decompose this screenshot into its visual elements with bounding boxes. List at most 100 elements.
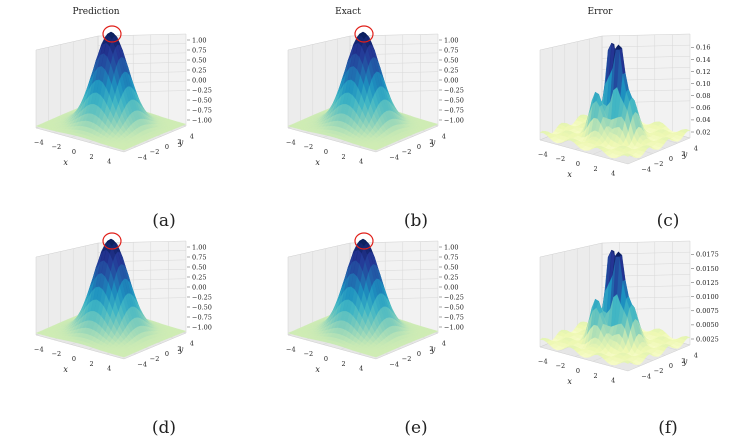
surface xyxy=(35,238,187,358)
z-tick-label: 0.75 xyxy=(444,46,458,54)
z-tick-label: 0.50 xyxy=(444,263,458,271)
x-tick-label: 2 xyxy=(90,153,94,161)
z-tick-label: 0.0025 xyxy=(696,335,719,343)
panel-c: 0.020.040.060.080.100.120.140.16−4−2024x… xyxy=(538,7,710,231)
y-tick-label: −4 xyxy=(137,360,147,368)
z-tick-label: 0.04 xyxy=(696,116,710,124)
z-tick-label: 0.25 xyxy=(444,66,458,74)
z-tick-label: −0.50 xyxy=(444,303,464,311)
x-tick-label: 0 xyxy=(576,160,580,168)
y-tick-label: 0 xyxy=(669,362,673,370)
z-tick-label: −1.00 xyxy=(192,116,212,124)
z-tick-label: −0.75 xyxy=(192,106,212,114)
y-tick-label: 0 xyxy=(669,155,673,163)
z-tick-label: −1.00 xyxy=(444,116,464,124)
x-tick-label: 4 xyxy=(359,158,363,166)
panel-b: −1.00 −0.75 −0.50 −0.25 0.00 0.25 0.50 0.75 1.00… xyxy=(286,7,464,231)
x-tick-label: 0 xyxy=(576,367,580,375)
x-tick-label: −4 xyxy=(538,357,548,365)
y-axis-label: y xyxy=(178,345,184,354)
z-tick-label: 0.25 xyxy=(192,66,206,74)
z-tick-label: 0.0075 xyxy=(696,307,719,315)
y-tick-label: 4 xyxy=(442,133,446,141)
y-tick-label: 2 xyxy=(429,345,433,353)
y-tick-label: 0 xyxy=(165,143,169,151)
x-tick-label: −4 xyxy=(538,150,548,158)
x-tick-label: 2 xyxy=(342,153,346,161)
peak-circle xyxy=(354,25,374,43)
z-tick-label: 0.75 xyxy=(192,253,206,261)
x-tick-label: 2 xyxy=(594,165,598,173)
z-tick-label: −0.25 xyxy=(192,293,212,301)
z-tick-label: 1.00 xyxy=(444,243,458,251)
z-tick-label: 0.02 xyxy=(696,128,710,136)
surface xyxy=(287,31,439,151)
peak-circle xyxy=(102,25,122,43)
z-tick-label: 0.00 xyxy=(192,76,206,84)
y-axis-label: y xyxy=(178,138,184,147)
z-tick-label: −1.00 xyxy=(444,323,464,331)
panel-title: Exact xyxy=(335,7,361,17)
peak-circle xyxy=(354,232,374,250)
panel-f: 0.0025 0.0050 0.0075 0.0100 0.0125 0.0150 0.01… xyxy=(538,240,719,437)
x-tick-label: 4 xyxy=(107,365,111,373)
z-tick-label: 0.16 xyxy=(696,44,710,52)
x-tick-label: 2 xyxy=(342,360,346,368)
y-tick-label: −4 xyxy=(389,360,399,368)
z-tick-label: 0.0125 xyxy=(696,279,719,287)
x-tick-label: 2 xyxy=(594,372,598,380)
z-tick-label: 0.06 xyxy=(696,104,710,112)
y-axis-label: y xyxy=(682,357,688,366)
panel-title: Error xyxy=(588,7,614,17)
y-tick-label: 4 xyxy=(190,133,194,141)
y-tick-label: −4 xyxy=(137,153,147,161)
x-tick-label: −2 xyxy=(304,143,314,151)
x-axis-label: x xyxy=(567,170,572,179)
z-tick-label: 0.75 xyxy=(192,46,206,54)
z-tick-label: 0.0050 xyxy=(696,321,719,329)
z-tick-label: 0.0175 xyxy=(696,251,719,259)
z-tick-label: 0.00 xyxy=(444,76,458,84)
panel-caption: (a) xyxy=(152,211,175,231)
y-tick-label: −4 xyxy=(389,153,399,161)
z-tick-label: −0.50 xyxy=(192,303,212,311)
panel-a: −1.00 −0.75 −0.50 −0.25 0.00 0.25 0.50 0.75 1.00… xyxy=(34,7,212,231)
surface xyxy=(287,238,439,358)
x-tick-label: 4 xyxy=(611,170,615,178)
x-tick-label: −2 xyxy=(52,143,62,151)
y-tick-label: −2 xyxy=(654,367,664,375)
panel-caption: (c) xyxy=(657,211,680,231)
x-axis-label: x xyxy=(63,365,68,374)
x-tick-label: −2 xyxy=(556,362,566,370)
z-tick-label: 0.08 xyxy=(696,92,710,100)
panel-e: −1.00 −0.75 −0.50 −0.25 0.00 0.25 0.50 0.75 1.00… xyxy=(286,232,464,437)
y-tick-label: −2 xyxy=(402,355,412,363)
z-tick-label: −0.75 xyxy=(444,106,464,114)
x-tick-label: −2 xyxy=(304,350,314,358)
x-axis-label: x xyxy=(63,158,68,167)
z-tick-label: 0.50 xyxy=(444,56,458,64)
z-tick-label: 0.00 xyxy=(192,283,206,291)
panel-caption: (e) xyxy=(404,418,427,437)
y-tick-label: 4 xyxy=(190,340,194,348)
z-tick-label: −1.00 xyxy=(192,323,212,331)
z-tick-label: 1.00 xyxy=(444,36,458,44)
y-tick-label: 2 xyxy=(177,138,181,146)
panel-caption: (b) xyxy=(404,211,428,231)
x-tick-label: −4 xyxy=(286,138,296,146)
x-tick-label: 4 xyxy=(611,377,615,385)
y-tick-label: 0 xyxy=(417,350,421,358)
z-tick-label: −0.25 xyxy=(444,86,464,94)
z-tick-label: −0.75 xyxy=(192,313,212,321)
z-tick-label: −0.50 xyxy=(444,96,464,104)
y-tick-label: 4 xyxy=(694,352,698,360)
y-axis-label: y xyxy=(430,138,436,147)
y-tick-label: −2 xyxy=(654,160,664,168)
x-tick-label: −4 xyxy=(34,345,44,353)
z-tick-label: 1.00 xyxy=(192,243,206,251)
surface xyxy=(539,249,691,366)
z-tick-label: 0.25 xyxy=(444,273,458,281)
x-tick-label: 0 xyxy=(72,148,76,156)
y-tick-label: 2 xyxy=(681,150,685,158)
